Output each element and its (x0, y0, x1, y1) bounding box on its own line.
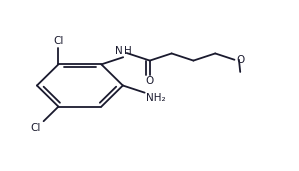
Text: O: O (146, 76, 154, 86)
Text: Cl: Cl (31, 123, 41, 133)
Text: O: O (236, 55, 244, 65)
Text: Cl: Cl (53, 36, 64, 46)
Text: NH₂: NH₂ (146, 94, 166, 103)
Text: N: N (115, 46, 122, 56)
Text: H: H (124, 46, 132, 56)
